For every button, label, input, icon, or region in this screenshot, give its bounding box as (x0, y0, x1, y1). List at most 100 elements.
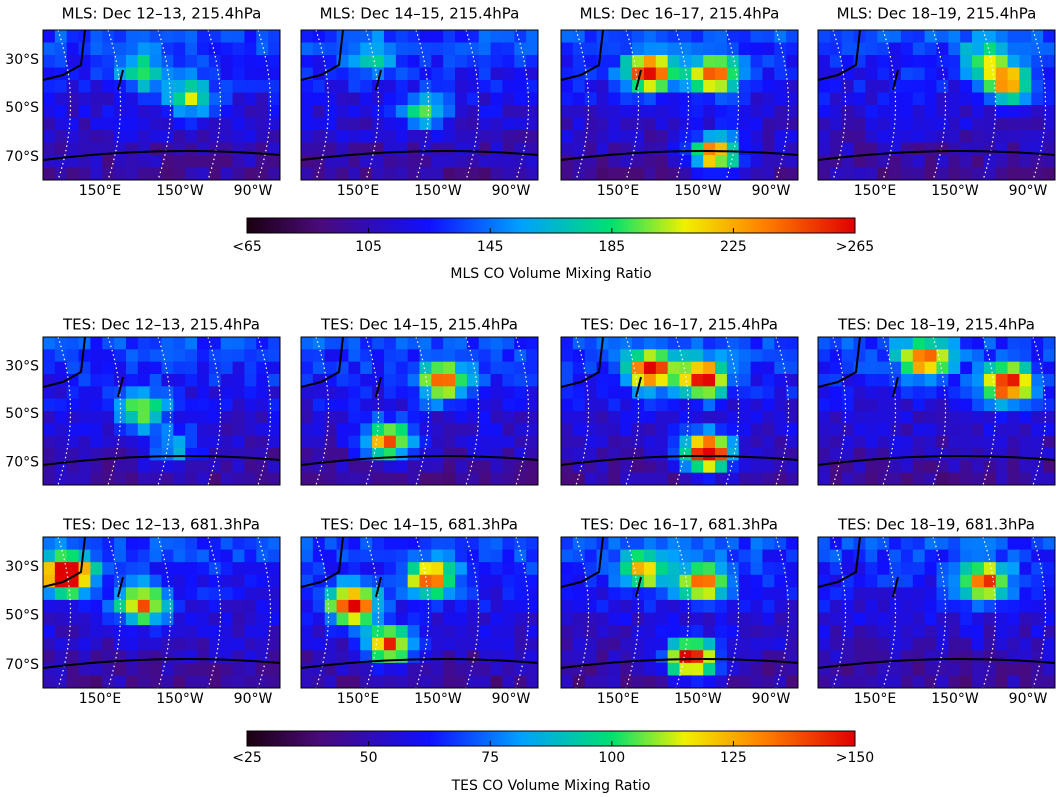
map-cell (256, 42, 269, 56)
map-cell (889, 386, 902, 400)
map-cell (774, 337, 787, 350)
map-cell (514, 361, 527, 375)
map-cell (268, 155, 281, 168)
lon-label: 150°E (854, 183, 897, 199)
map-cell (1019, 92, 1032, 106)
map-cell (853, 130, 866, 143)
map-cell (502, 117, 515, 131)
map-cell (383, 42, 397, 56)
map-cell (1043, 562, 1056, 576)
map-cell (372, 398, 385, 412)
map-cell (197, 472, 210, 486)
map-cell (983, 599, 997, 613)
map-cell (948, 637, 961, 651)
map-cell (877, 435, 890, 449)
map-cell (912, 117, 926, 131)
map-cell (738, 662, 752, 676)
map-cell (596, 549, 609, 563)
map-cell (54, 55, 68, 68)
map-cell (655, 637, 669, 651)
map-cell (43, 549, 56, 563)
map-cell (502, 67, 515, 81)
map-cell (360, 662, 373, 676)
map-cell (960, 612, 973, 626)
map-cell (90, 650, 103, 664)
map-cell (750, 574, 763, 588)
map-cell (936, 612, 949, 626)
map-cell (667, 423, 680, 437)
map-cell (912, 42, 926, 56)
map-cell (137, 562, 151, 576)
map-cell (395, 42, 409, 56)
map-cell (655, 55, 669, 68)
map-cell (912, 675, 926, 689)
map-cell (818, 411, 831, 424)
map-cell (102, 155, 115, 168)
map-cell (372, 105, 385, 118)
map-cell (478, 55, 492, 68)
map-cell (643, 637, 657, 651)
map-cell (466, 587, 480, 601)
map-cell (632, 349, 645, 363)
map-cell (818, 349, 831, 363)
map-cell (1031, 398, 1044, 412)
map-panel (817, 29, 1056, 181)
map-cell (818, 637, 831, 651)
map-cell (818, 460, 831, 474)
map-cell (715, 662, 728, 676)
map-cell (572, 411, 586, 424)
map-cell (114, 55, 127, 68)
map-cell (738, 142, 752, 156)
map-cell (655, 386, 669, 400)
map-cell (455, 587, 468, 601)
map-cell (490, 80, 503, 93)
map-cell (173, 537, 186, 551)
map-cell (750, 398, 763, 412)
map-cell (948, 361, 961, 375)
map-cell (900, 612, 914, 626)
map-cell (750, 105, 763, 118)
map-cell (608, 349, 621, 363)
map-cell (256, 612, 269, 626)
map-cell (829, 142, 843, 156)
map-cell (102, 675, 115, 689)
map-cell (983, 562, 997, 576)
map-cell (173, 423, 186, 437)
map-cell (324, 460, 338, 474)
map-cell (679, 587, 692, 601)
map-cell (1019, 349, 1032, 363)
map-cell (395, 587, 409, 601)
map-cell (936, 587, 949, 601)
map-cell (703, 30, 716, 43)
map-cell (703, 549, 716, 563)
map-cell (584, 460, 598, 474)
map-cell (526, 30, 539, 43)
map-cell (738, 460, 752, 474)
map-cell (455, 142, 468, 156)
map-cell (395, 549, 409, 563)
map-cell (336, 142, 349, 156)
map-cell (244, 625, 257, 639)
map-cell (66, 675, 80, 689)
map-cell (1031, 80, 1044, 93)
map-cell (786, 42, 799, 56)
map-cell (514, 675, 527, 689)
lat-label: 50°S (5, 100, 39, 116)
map-cell (526, 650, 539, 664)
map-cell (372, 637, 385, 651)
map-cell (691, 167, 704, 181)
map-cell (584, 637, 598, 651)
map-cell (78, 142, 91, 156)
map-cell (478, 337, 492, 350)
map-cell (608, 423, 621, 437)
map-cell (383, 117, 397, 131)
map-cell (466, 637, 480, 651)
map-cell (173, 549, 186, 563)
map-cell (161, 155, 174, 168)
map-cell (431, 625, 444, 639)
map-cell (829, 117, 843, 131)
map-cell (983, 30, 997, 43)
map-cell (960, 349, 973, 363)
map-cell (679, 42, 692, 56)
map-cell (407, 55, 420, 68)
